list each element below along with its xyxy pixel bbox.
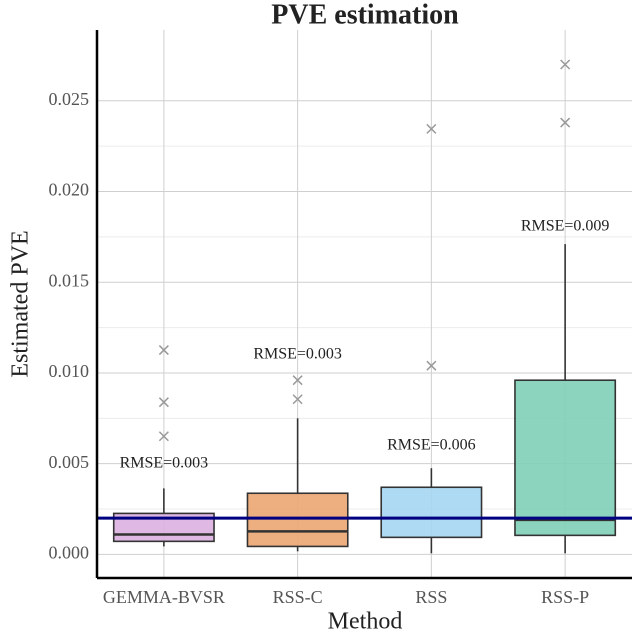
- outlier: [158, 431, 169, 442]
- outlier: [292, 375, 303, 386]
- outlier: [158, 397, 169, 408]
- box: [380, 486, 483, 539]
- y-axis-label: Estimated PVE: [8, 230, 34, 377]
- x-axis-label: Method: [328, 609, 403, 635]
- x-tick-label: RSS: [415, 587, 447, 607]
- outlier: [560, 117, 571, 128]
- chart-title: PVE estimation: [271, 0, 459, 30]
- x-tick-label: RSS-C: [273, 587, 323, 607]
- y-tick-label: 0.025: [49, 89, 90, 109]
- annotation: RMSE=0.009: [521, 218, 610, 235]
- box: [246, 492, 349, 548]
- y-tick-label: 0.005: [49, 452, 90, 472]
- annotation: RMSE=0.003: [120, 455, 209, 472]
- box: [514, 379, 617, 537]
- annotation: RMSE=0.006: [387, 437, 476, 454]
- y-tick-label: 0.015: [49, 270, 90, 290]
- annotation: RMSE=0.003: [253, 346, 342, 363]
- x-tick-label: GEMMA-BVSR: [103, 587, 225, 607]
- outlier: [292, 394, 303, 405]
- outlier: [158, 345, 169, 356]
- x-tick-label: RSS-P: [541, 587, 589, 607]
- y-tick-label: 0.000: [49, 543, 90, 563]
- outlier: [426, 123, 437, 134]
- y-tick-label: 0.010: [49, 361, 90, 381]
- y-tick-label: 0.020: [49, 180, 90, 200]
- outlier: [560, 59, 571, 70]
- outlier: [426, 360, 437, 371]
